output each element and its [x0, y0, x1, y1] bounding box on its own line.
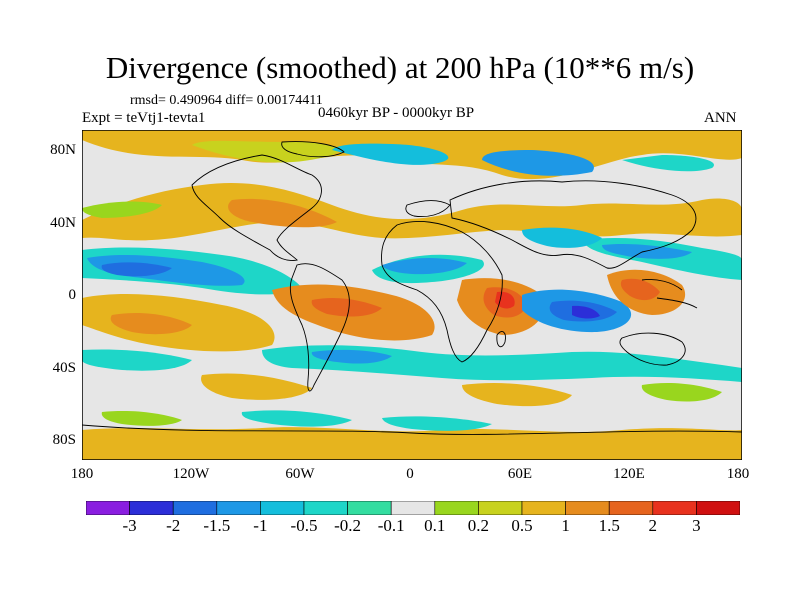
colorbar-label: 0.2 — [467, 516, 490, 535]
colorbar-label: -0.1 — [377, 516, 405, 535]
y-tick-40n: 40N — [50, 215, 76, 231]
colorbar-label: -0.5 — [290, 516, 318, 535]
colorbar-swatch — [434, 501, 479, 515]
colorbar-label: -1 — [253, 516, 268, 535]
x-tick-60w: 60W — [285, 466, 315, 482]
colorbar-label: -2 — [166, 516, 181, 535]
x-tick-120e: 120E — [613, 466, 645, 482]
colorbar-label: -3 — [122, 516, 137, 535]
colorbar-swatch — [565, 501, 610, 515]
colorbar-swatch — [172, 501, 218, 515]
rmsd-diff-stats: rmsd= 0.490964 diff= 0.00174411 — [130, 93, 323, 108]
colorbar — [86, 501, 740, 515]
x-tick-0: 0 — [406, 466, 414, 482]
colorbar-swatch — [86, 501, 130, 515]
colorbar-label: 0.1 — [424, 516, 446, 535]
colorbar-swatch — [652, 501, 697, 515]
positive-field-nh — [82, 182, 742, 241]
y-tick-80n: 80N — [50, 142, 76, 158]
x-tick-180e: 180 — [726, 466, 750, 482]
y-tick-40s: 40S — [52, 360, 76, 376]
x-tick-60e: 60E — [507, 466, 533, 482]
time-period-label: 0460kyr BP - 0000kyr BP — [318, 105, 475, 121]
season-label: ANN — [704, 110, 737, 126]
colorbar-swatch — [216, 501, 261, 515]
negative-field-arctic — [332, 143, 449, 165]
colorbar-swatch — [478, 501, 523, 515]
chart-title: Divergence (smoothed) at 200 hPa (10**6 … — [105, 50, 695, 85]
colorbar-label: 1 — [561, 516, 570, 535]
x-tick-120w: 120W — [172, 466, 210, 482]
colorbar-label: 0.5 — [511, 516, 533, 535]
colorbar-swatch — [260, 501, 305, 515]
x-tick-180w: 180 — [70, 466, 94, 482]
coastlines — [82, 141, 742, 435]
y-tick-eq: 0 — [68, 287, 77, 303]
y-tick-80s: 80S — [52, 432, 76, 448]
positive-field-antarctic — [82, 427, 742, 460]
colorbar-swatch — [303, 501, 348, 515]
colorbar-swatch — [696, 501, 740, 515]
colorbar-label: -1.5 — [203, 516, 231, 535]
colorbar-label: -0.2 — [334, 516, 362, 535]
colorbar-swatch — [129, 501, 174, 515]
colorbar-swatch — [347, 501, 392, 515]
colorbar-swatch — [608, 501, 654, 515]
colorbar-label: 1.5 — [598, 516, 620, 535]
colorbar-label: 3 — [692, 516, 701, 535]
experiment-label: Expt = teVtj1-tevta1 — [82, 110, 206, 126]
divergence-map — [82, 130, 742, 460]
colorbar-swatch — [521, 501, 566, 515]
colorbar-swatch — [390, 501, 436, 515]
colorbar-label: 2 — [648, 516, 658, 535]
